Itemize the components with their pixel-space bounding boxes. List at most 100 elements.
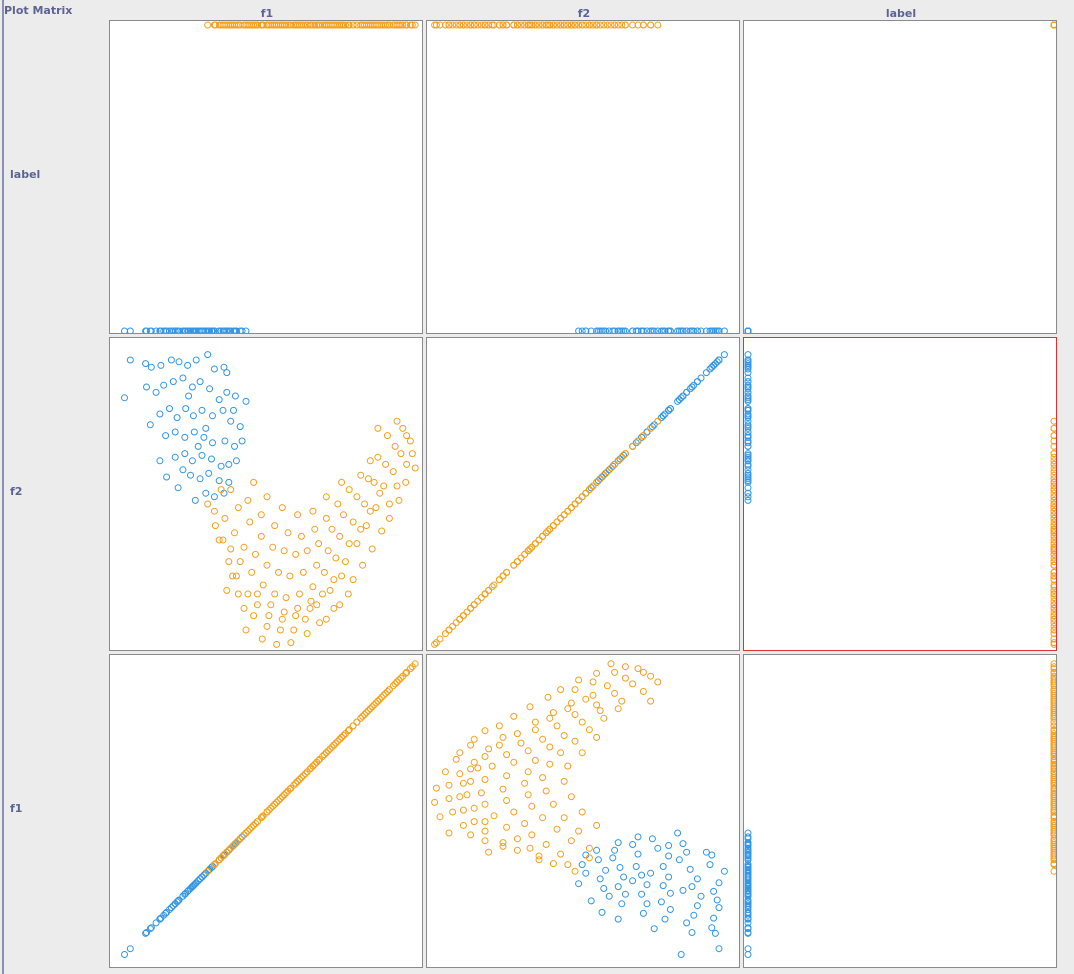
data-point (242, 21, 250, 29)
data-point (1050, 21, 1056, 29)
data-point (227, 21, 235, 29)
data-point (1050, 532, 1056, 540)
data-point (436, 813, 444, 821)
data-point (1050, 784, 1056, 792)
data-point (353, 540, 361, 548)
plot-cell-label-vs-f1[interactable] (109, 20, 423, 334)
data-point (209, 439, 216, 447)
data-point (306, 604, 314, 612)
data-point (1050, 733, 1056, 741)
data-point (294, 777, 302, 785)
data-point (126, 327, 134, 333)
data-point (185, 886, 193, 894)
data-point (353, 718, 361, 726)
data-point (744, 428, 752, 436)
data-point (204, 867, 212, 875)
plot-cell-f1-vs-f1[interactable] (109, 654, 423, 968)
data-point (542, 21, 550, 29)
data-point (593, 478, 601, 486)
data-point (359, 712, 367, 720)
data-point (1050, 594, 1056, 602)
data-point (142, 360, 150, 368)
data-point (575, 327, 583, 333)
data-point (349, 518, 357, 526)
data-point (456, 770, 464, 778)
data-point (744, 378, 752, 386)
data-point (309, 583, 317, 591)
data-point (349, 576, 357, 584)
data-point (607, 21, 615, 29)
data-point (384, 688, 391, 695)
data-point (744, 900, 752, 908)
data-point (220, 327, 228, 333)
data-point (225, 478, 233, 486)
data-point (299, 568, 307, 576)
data-point (374, 453, 382, 461)
data-point (1050, 504, 1056, 512)
data-point (181, 433, 189, 441)
data-point (265, 806, 273, 814)
data-point (357, 21, 365, 29)
data-point (246, 825, 254, 833)
data-point (744, 433, 752, 441)
data-point (693, 875, 701, 883)
plot-cell-f1-vs-label[interactable] (743, 654, 1057, 968)
data-point (156, 457, 164, 465)
data-point (1050, 626, 1056, 634)
plot-cell-f2-vs-f1[interactable] (109, 337, 423, 651)
data-point (602, 469, 610, 477)
data-point (1050, 500, 1056, 508)
data-point (686, 865, 694, 873)
data-point (639, 909, 647, 917)
data-point (503, 21, 511, 29)
data-point (1050, 793, 1056, 801)
data-point (393, 21, 401, 29)
data-point (221, 850, 229, 858)
data-point (452, 21, 460, 29)
data-point (605, 327, 613, 333)
data-point (715, 879, 723, 887)
data-point (190, 881, 198, 889)
plot-cell-label-vs-label[interactable] (743, 20, 1057, 334)
data-point (320, 568, 328, 576)
data-point (744, 460, 752, 468)
plot-cell-label-vs-f2[interactable] (426, 20, 740, 334)
data-point (301, 615, 309, 623)
data-point (384, 21, 391, 29)
plot-cell-f2-vs-f2[interactable] (426, 337, 740, 651)
data-point (1050, 688, 1056, 695)
data-point (654, 844, 662, 852)
data-point (535, 856, 543, 864)
plot-cell-f1-vs-f2[interactable] (426, 654, 740, 968)
data-point (571, 500, 579, 508)
data-point (647, 327, 655, 333)
data-point (1050, 536, 1056, 544)
data-point (311, 21, 319, 29)
data-point (1050, 572, 1056, 580)
data-point (370, 701, 378, 709)
data-point (510, 561, 518, 569)
data-point (357, 471, 365, 479)
data-point (605, 466, 613, 474)
data-point (175, 358, 183, 366)
data-point (205, 469, 213, 477)
data-point (596, 21, 604, 29)
data-point (257, 511, 265, 519)
data-point (499, 733, 507, 741)
data-point (744, 374, 752, 382)
plot-cell-f2-vs-label[interactable] (743, 337, 1057, 651)
data-point (349, 21, 357, 29)
data-point (683, 327, 691, 333)
data-point (188, 457, 196, 465)
data-point (679, 840, 687, 848)
data-point (227, 844, 235, 852)
data-point (322, 514, 330, 522)
data-point (146, 925, 154, 933)
data-point (614, 915, 622, 923)
data-point (173, 898, 181, 906)
data-point (585, 21, 593, 29)
data-point (575, 21, 583, 29)
data-point (1050, 714, 1056, 722)
data-point (313, 561, 321, 569)
data-point (250, 821, 258, 829)
